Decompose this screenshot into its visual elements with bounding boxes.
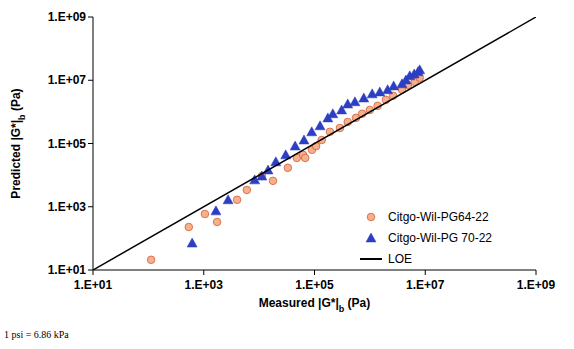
point bbox=[301, 154, 309, 162]
legend-label: LOE bbox=[388, 252, 412, 266]
point bbox=[213, 218, 221, 226]
y-tick bbox=[88, 80, 93, 81]
point bbox=[315, 121, 325, 130]
point bbox=[367, 89, 377, 98]
y-tick bbox=[88, 143, 93, 144]
legend-swatch bbox=[367, 213, 375, 221]
y-tick bbox=[88, 17, 93, 18]
legend: Citgo-Wil-PG64-22 Citgo-Wil-PG 70-22 LOE bbox=[360, 210, 492, 266]
point bbox=[243, 186, 251, 194]
point bbox=[185, 223, 193, 231]
y-axis-title: Predicted |G*|b (Pa) bbox=[9, 88, 27, 198]
x-tick bbox=[536, 270, 537, 275]
x-tick-label: 1.E+09 bbox=[517, 278, 556, 292]
point bbox=[290, 141, 300, 150]
point bbox=[389, 81, 399, 90]
x-tick bbox=[314, 270, 315, 275]
point bbox=[375, 87, 385, 96]
legend-label: Citgo-Wil-PG 70-22 bbox=[388, 231, 492, 245]
y-tick-label: 1.E+09 bbox=[48, 10, 87, 24]
y-tick bbox=[88, 206, 93, 207]
x-tick bbox=[425, 270, 426, 275]
legend-swatch bbox=[360, 258, 382, 260]
point bbox=[415, 65, 425, 74]
point bbox=[307, 127, 317, 136]
point bbox=[284, 164, 292, 172]
x-tick-label: 1.E+01 bbox=[74, 278, 113, 292]
plot-area bbox=[93, 17, 536, 270]
annotation: 1 psi = 6.86 kPa bbox=[4, 329, 69, 340]
point bbox=[187, 238, 197, 247]
point bbox=[147, 256, 155, 264]
x-tick-label: 1.E+07 bbox=[406, 278, 445, 292]
point bbox=[223, 195, 233, 204]
x-tick-label: 1.E+05 bbox=[295, 278, 334, 292]
chart: 1.E+01 1.E+03 1.E+05 1.E+07 1.E+09 1.E+01 1.E+… bbox=[0, 0, 574, 349]
y-tick-label: 1.E+01 bbox=[48, 263, 87, 277]
point bbox=[211, 206, 221, 215]
point bbox=[201, 210, 209, 218]
x-tick bbox=[203, 270, 204, 275]
point bbox=[299, 135, 309, 144]
legend-label: Citgo-Wil-PG64-22 bbox=[388, 210, 489, 224]
point bbox=[233, 196, 241, 204]
point bbox=[328, 109, 338, 118]
y-tick-label: 1.E+07 bbox=[48, 73, 87, 87]
point bbox=[269, 177, 277, 185]
legend-swatch bbox=[366, 233, 376, 242]
x-axis-title: Measured |G*|b (Pa) bbox=[259, 296, 371, 314]
x-tick-label: 1.E+03 bbox=[185, 278, 224, 292]
y-tick bbox=[88, 270, 93, 271]
y-tick-label: 1.E+05 bbox=[48, 137, 87, 151]
y-tick-label: 1.E+03 bbox=[48, 200, 87, 214]
point bbox=[271, 157, 281, 166]
point bbox=[350, 97, 360, 106]
loe-line bbox=[93, 17, 536, 270]
x-tick bbox=[93, 270, 94, 275]
